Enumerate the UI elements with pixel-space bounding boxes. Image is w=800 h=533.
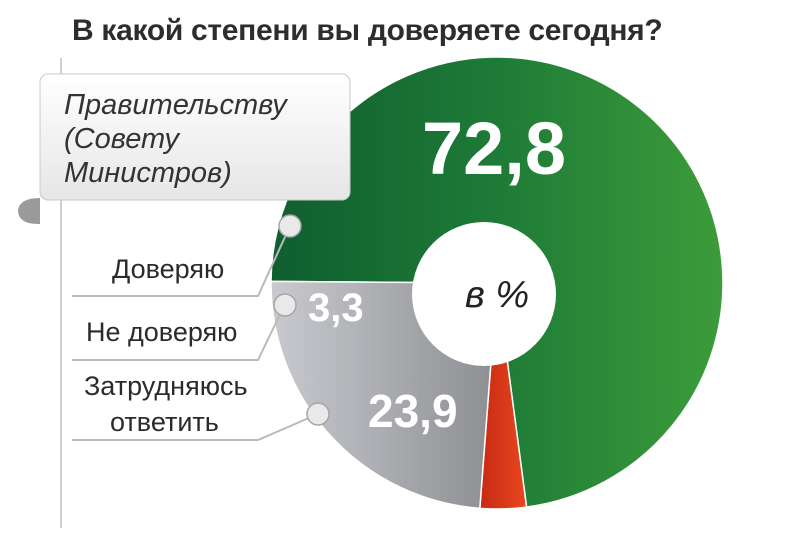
legend-label-hard-line-2: ответить bbox=[110, 407, 219, 437]
ribbon-line-1: Правительству bbox=[64, 89, 287, 121]
legend-label-hard: Затрудняюсь ответить bbox=[84, 368, 248, 440]
legend-label-distrust: Не доверяю bbox=[86, 317, 238, 347]
value-label-distrust: 3,3 bbox=[308, 286, 364, 330]
legend-label-hard-line-1: Затрудняюсь bbox=[84, 371, 248, 401]
chart-title: В какой степени вы доверяете сегодня? bbox=[72, 14, 663, 47]
ribbon-line-2: (Совету bbox=[64, 123, 180, 155]
ribbon-caption: Правительству (Совету Министров) bbox=[64, 88, 287, 190]
ribbon-line-3: Министров) bbox=[64, 157, 232, 189]
pointer-dot-distrust bbox=[273, 293, 297, 317]
divider-line bbox=[60, 58, 62, 528]
pointer-dot-hard bbox=[306, 402, 330, 426]
ribbon-banner bbox=[39, 73, 351, 201]
donut-center bbox=[412, 222, 556, 366]
ribbon-fold bbox=[18, 198, 40, 224]
center-unit-label: в % bbox=[465, 274, 530, 316]
value-label-trust: 72,8 bbox=[422, 107, 567, 190]
value-label-hard: 23,9 bbox=[368, 385, 458, 437]
leader-line-trust bbox=[72, 225, 291, 297]
leader-line-hard bbox=[72, 413, 319, 441]
legend-label-trust: Доверяю bbox=[112, 254, 225, 284]
leader-line-distrust bbox=[72, 303, 286, 361]
pointer-dot-trust bbox=[278, 214, 302, 238]
